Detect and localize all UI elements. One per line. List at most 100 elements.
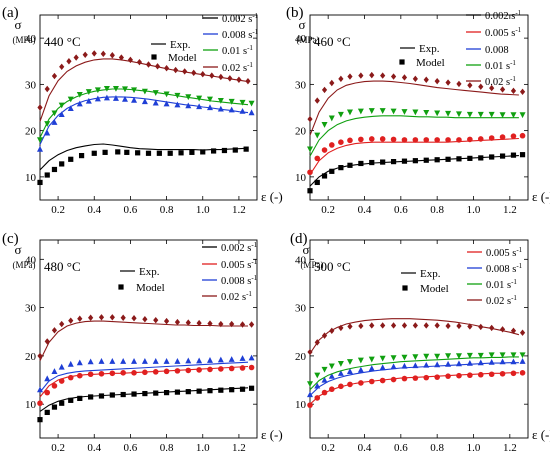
exp-point (103, 85, 110, 92)
exp-point (401, 362, 408, 369)
exp-point (380, 159, 386, 165)
legend-superscript: -1 (252, 12, 258, 20)
exp-point (58, 378, 65, 384)
exp-point (329, 327, 335, 334)
exp-point (185, 102, 192, 109)
exp-point (44, 375, 51, 382)
exp-point (519, 370, 526, 376)
exp-point (87, 358, 94, 365)
y-tick-label: 10 (25, 399, 37, 411)
exp-point (120, 358, 127, 364)
exp-point (519, 152, 526, 158)
legend-superscript: -1 (252, 28, 258, 36)
exp-point (115, 149, 121, 155)
series-0.01-s-1 (307, 352, 526, 391)
exp-point (379, 377, 386, 384)
exp-point (51, 368, 58, 374)
exp-point (423, 157, 429, 163)
legend-label: 0.02 s-1 (222, 61, 253, 74)
exp-point (37, 352, 43, 360)
exp-point (229, 387, 235, 393)
exp-point (78, 153, 85, 159)
exp-point (368, 365, 375, 372)
exp-point (390, 136, 397, 143)
legend-superscript: -1 (511, 294, 517, 302)
exp-point (120, 370, 126, 376)
legend-model-marker (118, 284, 124, 290)
series-0.02-s-1 (37, 314, 255, 361)
exp-point (347, 323, 353, 330)
exp-point (239, 108, 246, 114)
exp-point (477, 136, 484, 142)
exp-point (88, 394, 94, 400)
exp-point (434, 374, 440, 380)
exp-point (228, 106, 235, 113)
legend-label: 0.005 s-1 (486, 246, 523, 259)
exp-point (229, 320, 235, 328)
exp-point (142, 390, 148, 397)
exp-point (499, 153, 506, 159)
exp-point (94, 95, 101, 102)
exp-point (243, 146, 249, 152)
exp-point (51, 383, 58, 389)
exp-point (227, 75, 233, 82)
exp-point (44, 409, 50, 416)
exp-point (66, 58, 72, 65)
exp-point (248, 109, 255, 116)
exp-point (248, 354, 255, 361)
x-tick-label: 0.4 (87, 204, 101, 216)
exp-point (412, 109, 419, 116)
exp-point (135, 150, 141, 156)
y-tick-label: 10 (295, 172, 307, 184)
exp-point (314, 132, 321, 139)
legend-label: 0.02 s-1 (486, 294, 517, 307)
y-axis-unit: (MPa) (13, 35, 36, 45)
exp-point (109, 52, 115, 59)
legend-label: 0.008 s-1 (486, 262, 523, 275)
exp-point (131, 315, 137, 322)
exp-point (314, 155, 321, 162)
exp-point (100, 50, 106, 58)
exp-point (58, 102, 65, 109)
exp-point (82, 51, 88, 58)
series-0.002-s-1 (307, 152, 526, 194)
exp-point (51, 72, 58, 80)
exp-point (248, 364, 255, 371)
exp-point (477, 371, 484, 378)
exp-point (314, 97, 320, 104)
exp-point (91, 150, 97, 156)
exp-point (346, 109, 353, 116)
exp-point (358, 136, 364, 143)
legend-superscript: -1 (510, 59, 516, 67)
exp-point (467, 323, 473, 330)
exp-point (368, 378, 375, 385)
exp-point (390, 363, 397, 370)
legend-model-marker (402, 285, 408, 291)
exp-point (307, 391, 313, 398)
x-axis-label: ε (-) (532, 189, 550, 204)
legend-model-label: Model (416, 57, 445, 69)
exp-point (499, 326, 506, 333)
panel-letter: (c) (2, 231, 19, 247)
exp-point (152, 358, 159, 364)
x-tick-label: 0.8 (430, 204, 444, 216)
exp-point (232, 147, 238, 153)
series-0.008-s-1 (37, 94, 255, 152)
exp-point (434, 361, 441, 368)
exp-point (206, 96, 213, 103)
exp-point (67, 360, 74, 367)
exp-point (189, 149, 195, 155)
exp-point (423, 353, 430, 360)
exp-point (307, 115, 313, 123)
exp-point (44, 85, 50, 93)
exp-point (357, 366, 364, 373)
exp-point (337, 111, 344, 118)
exp-point (44, 121, 51, 127)
legend-superscript: -1 (510, 75, 516, 83)
exp-point (163, 368, 170, 375)
exp-point (390, 108, 397, 115)
exp-point (347, 73, 353, 80)
exp-point (154, 63, 161, 70)
exp-point (206, 104, 213, 111)
